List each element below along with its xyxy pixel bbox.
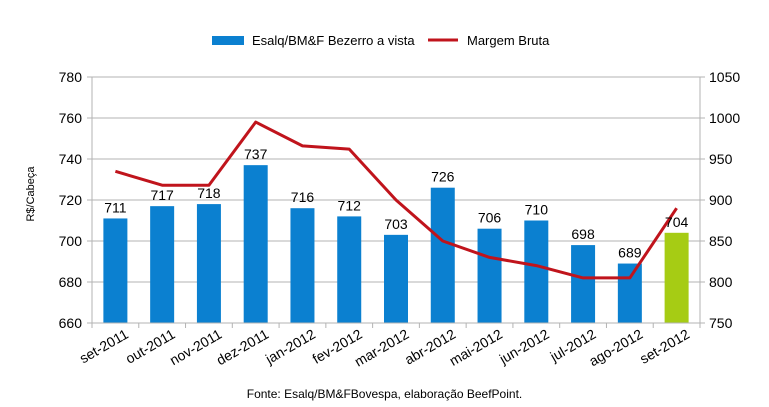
- y-tick-label: 760: [59, 110, 83, 126]
- bar: [664, 232, 689, 323]
- plot-frame: [87, 76, 705, 328]
- y-tick-label: 700: [59, 233, 83, 249]
- y2-tick-label: 1000: [709, 110, 740, 126]
- bar: [524, 220, 549, 323]
- bar: [103, 218, 128, 323]
- bar-value-label: 718: [197, 185, 221, 201]
- bar-value-label: 737: [244, 146, 268, 162]
- legend-label-line: Margem Bruta: [467, 33, 550, 48]
- bar-value-label: 712: [338, 197, 362, 213]
- x-axis: set-2011out-2011nov-2011dez-2011jan-2012…: [77, 326, 693, 370]
- data-labels: 711 717 718 737 716 712 703 726 706 710 698 689 704: [104, 146, 688, 260]
- x-tick-label: ago-2012: [586, 326, 645, 370]
- x-tick-label: nov-2011: [167, 326, 225, 369]
- bar: [150, 206, 175, 323]
- y2-tick-label: 900: [709, 192, 733, 208]
- y2-tick-label: 750: [709, 315, 733, 331]
- x-tick-label: mar-2012: [352, 326, 412, 370]
- y2-tick-label: 1050: [709, 69, 740, 85]
- bar-series: [103, 165, 689, 323]
- x-tick-label: mai-2012: [446, 326, 505, 369]
- x-tick-label: dez-2011: [214, 326, 272, 369]
- source-note: Fonte: Esalq/BM&FBovespa, elaboração Bee…: [246, 387, 523, 401]
- bar: [430, 187, 455, 323]
- x-tick-label: jan-2012: [262, 326, 318, 368]
- y-tick-label: 660: [59, 315, 83, 331]
- y2-tick-label: 850: [709, 233, 733, 249]
- line-series: [114, 120, 678, 280]
- bar: [477, 228, 502, 323]
- y-tick-label: 680: [59, 274, 83, 290]
- bar-value-label: 716: [291, 189, 315, 205]
- y-axis-label: R$/Cabeça: [25, 166, 37, 222]
- bar-value-label: 698: [571, 226, 595, 242]
- bar-value-label: 706: [478, 210, 502, 226]
- bar: [243, 165, 268, 323]
- margem-bruta-line: [114, 120, 678, 280]
- bar: [617, 263, 642, 323]
- legend: Esalq/BM&F Bezerro a vista Margem Bruta: [212, 33, 550, 48]
- bar: [384, 234, 408, 323]
- y-axis-right: 750 800 850 900 950 1000 1050: [709, 69, 740, 331]
- x-tick-label: jun-2012: [496, 326, 552, 368]
- bar-value-label: 726: [431, 169, 455, 185]
- bar-value-label: 711: [104, 199, 127, 215]
- x-tick-label: set-2011: [77, 326, 131, 367]
- bar: [196, 204, 221, 323]
- bar: [290, 208, 315, 323]
- bar-value-label: 689: [618, 245, 642, 261]
- y-tick-label: 780: [59, 69, 83, 85]
- x-tick-label: set-2012: [637, 326, 692, 367]
- y2-tick-label: 800: [709, 274, 733, 290]
- bar-value-label: 717: [150, 187, 174, 203]
- bar-value-label: 703: [384, 216, 408, 232]
- y-tick-label: 740: [59, 151, 83, 167]
- y2-tick-label: 950: [709, 151, 733, 167]
- bar: [337, 216, 362, 323]
- bar: [571, 245, 596, 323]
- bar-value-label: 704: [665, 214, 689, 230]
- y-axis-left: 660 680 700 720 740 760 780: [59, 69, 83, 331]
- y-tick-label: 720: [59, 192, 83, 208]
- bar-value-label: 710: [525, 202, 549, 218]
- legend-swatch-bar: [212, 36, 244, 45]
- legend-label-bar: Esalq/BM&F Bezerro a vista: [252, 33, 415, 48]
